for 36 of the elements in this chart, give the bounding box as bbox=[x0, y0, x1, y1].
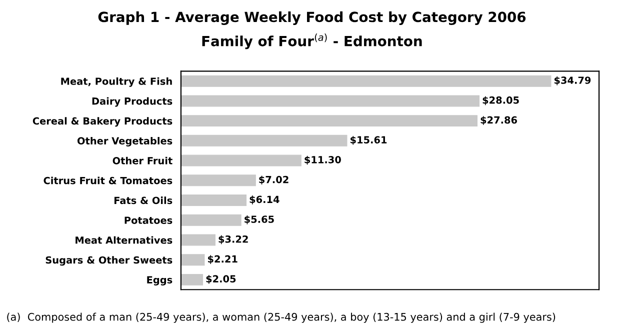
bar bbox=[180, 254, 205, 266]
data-label: $11.30 bbox=[304, 156, 341, 165]
y-tick-label: Other Vegetables bbox=[77, 136, 172, 146]
data-label: $6.14 bbox=[250, 196, 280, 204]
data-label: $15.61 bbox=[350, 136, 387, 145]
data-label: $28.05 bbox=[482, 96, 519, 106]
y-tick-label: Dairy Products bbox=[92, 97, 172, 107]
data-label: $2.05 bbox=[206, 274, 236, 284]
y-tick-label: Eggs bbox=[147, 276, 172, 286]
bar bbox=[180, 194, 247, 206]
data-label: $3.22 bbox=[218, 235, 248, 244]
y-tick-label: Sugars & Other Sweets bbox=[46, 256, 172, 266]
bar bbox=[180, 154, 302, 166]
y-tick-label: Meat Alternatives bbox=[76, 236, 172, 244]
chart-subtitle: Family of Four$^{(a)}$ - Edmonton bbox=[202, 33, 422, 50]
y-tick-label: Meat, Poultry & Fish bbox=[61, 77, 172, 87]
bar bbox=[180, 134, 348, 146]
bar bbox=[180, 214, 242, 226]
y-tick-label: Potatoes bbox=[124, 216, 172, 224]
data-label: $7.02 bbox=[259, 176, 288, 185]
bar bbox=[180, 274, 204, 286]
y-tick-label: Cereal & Bakery Products bbox=[32, 117, 172, 127]
bar bbox=[180, 115, 478, 127]
y-tick-label: Citrus Fruit & Tomatoes bbox=[44, 176, 172, 184]
data-label: $5.65 bbox=[244, 215, 274, 224]
bar bbox=[180, 95, 480, 107]
data-label: $34.79 bbox=[554, 76, 591, 86]
bar bbox=[180, 174, 256, 186]
data-label: $27.86 bbox=[480, 116, 518, 125]
data-label: $2.21 bbox=[208, 255, 238, 264]
y-tick-label: Fats & Oils bbox=[114, 196, 172, 204]
bar bbox=[180, 75, 552, 87]
chart-title: Graph 1 - Average Weekly Food Cost by Category 2006 bbox=[98, 11, 526, 25]
y-tick-label: Other Fruit bbox=[112, 156, 172, 164]
text: (a) Composed of a man (25-49 years), a woman (25-49 years), a boy (13-15 years) and a girl (7-9 years) bbox=[7, 312, 556, 323]
bar bbox=[180, 234, 216, 246]
